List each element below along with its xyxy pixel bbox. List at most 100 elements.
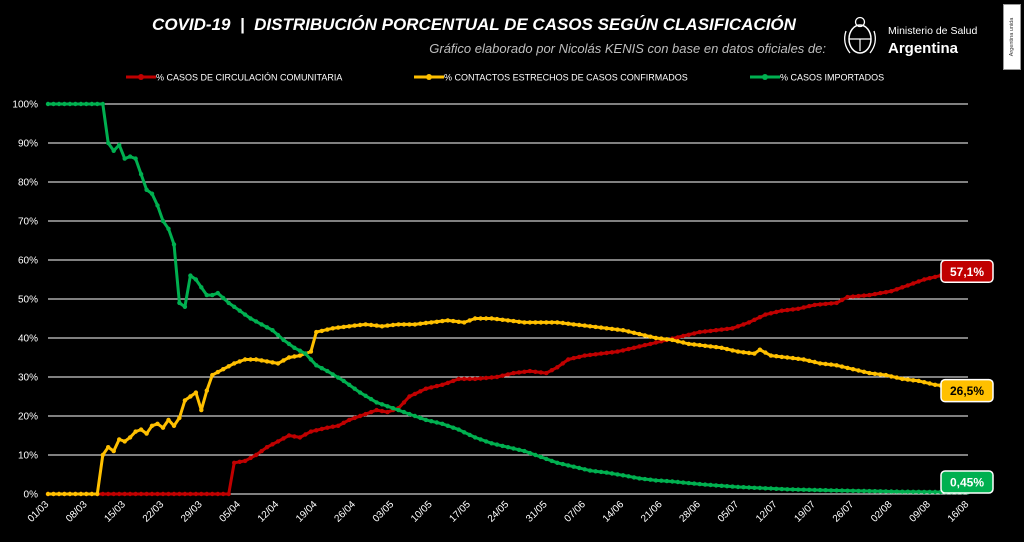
legend-label: % CASOS DE CIRCULACIÓN COMUNITARIA <box>156 73 342 83</box>
data-point <box>817 487 823 493</box>
data-point <box>221 367 226 372</box>
data-point <box>166 226 171 231</box>
data-point <box>215 491 220 497</box>
data-point <box>615 327 620 332</box>
data-point <box>675 479 680 485</box>
data-point <box>111 448 116 454</box>
data-point <box>533 452 538 458</box>
data-point <box>746 320 752 325</box>
data-point <box>823 361 828 367</box>
data-point <box>396 407 401 413</box>
data-point <box>615 472 620 477</box>
data-point <box>199 491 204 497</box>
data-point <box>308 357 314 362</box>
data-point <box>188 273 193 278</box>
data-point <box>155 421 160 426</box>
data-point <box>106 445 111 450</box>
data-point <box>319 426 324 432</box>
data-point <box>533 369 538 374</box>
data-point <box>286 341 292 347</box>
data-point <box>456 376 461 382</box>
data-point <box>692 342 697 347</box>
data-point <box>702 343 708 348</box>
data-point <box>757 347 763 352</box>
data-point <box>89 491 95 497</box>
data-point <box>188 491 193 497</box>
data-point <box>275 439 281 444</box>
data-point <box>746 350 752 356</box>
data-point <box>325 368 330 374</box>
data-point <box>604 470 609 475</box>
grid-lines <box>48 103 968 495</box>
data-point <box>527 450 533 456</box>
data-point <box>560 320 565 326</box>
data-point <box>412 391 418 397</box>
data-point <box>149 191 155 196</box>
data-point <box>445 318 450 323</box>
data-point <box>472 435 478 440</box>
data-point <box>56 101 62 107</box>
data-point <box>746 485 752 490</box>
y-tick-label: 60% <box>18 256 38 267</box>
data-point <box>692 481 697 486</box>
data-point <box>697 342 702 348</box>
data-point <box>445 380 450 386</box>
data-point <box>686 332 691 337</box>
data-point <box>812 302 817 308</box>
data-point <box>516 319 522 324</box>
data-point <box>828 301 834 306</box>
data-point <box>297 435 303 440</box>
data-point <box>587 468 593 473</box>
data-point <box>724 484 730 489</box>
data-point <box>51 101 56 107</box>
data-point <box>724 346 730 352</box>
chart-title: COVID-19 | DISTRIBUCIÓN PORCENTUAL DE CA… <box>152 15 797 34</box>
data-point <box>330 424 335 429</box>
data-point <box>653 478 659 483</box>
data-point <box>582 353 587 358</box>
data-point <box>845 488 850 493</box>
data-point <box>84 491 89 497</box>
data-point <box>434 319 439 324</box>
data-point <box>494 316 500 322</box>
data-point <box>516 447 522 452</box>
data-point <box>834 488 839 493</box>
data-point <box>927 276 932 281</box>
data-point <box>686 480 691 486</box>
data-point <box>702 482 708 487</box>
data-point <box>752 485 757 490</box>
data-point <box>259 448 264 454</box>
data-point <box>215 290 220 296</box>
data-point <box>648 341 653 347</box>
data-point <box>204 388 209 393</box>
data-point <box>593 352 598 357</box>
data-point <box>932 489 938 495</box>
data-point <box>763 312 768 317</box>
data-point <box>637 344 642 349</box>
data-point <box>144 187 149 192</box>
data-point <box>807 358 812 363</box>
data-point <box>275 332 281 338</box>
data-point <box>774 354 779 359</box>
data-point <box>735 349 741 354</box>
data-point <box>812 359 817 365</box>
data-point <box>659 478 664 483</box>
data-point <box>401 409 407 415</box>
data-point <box>379 408 385 414</box>
data-point <box>467 318 472 323</box>
data-point <box>850 488 856 493</box>
data-point <box>248 455 253 461</box>
data-point <box>100 101 106 107</box>
data-point <box>357 390 363 395</box>
data-point <box>412 322 418 327</box>
data-point <box>177 415 182 421</box>
data-point <box>232 304 237 309</box>
data-point <box>314 363 319 368</box>
data-point <box>418 321 423 326</box>
data-point <box>182 491 188 497</box>
data-point <box>812 487 817 493</box>
data-point <box>242 458 248 464</box>
data-point <box>560 461 565 467</box>
data-point <box>620 473 626 478</box>
